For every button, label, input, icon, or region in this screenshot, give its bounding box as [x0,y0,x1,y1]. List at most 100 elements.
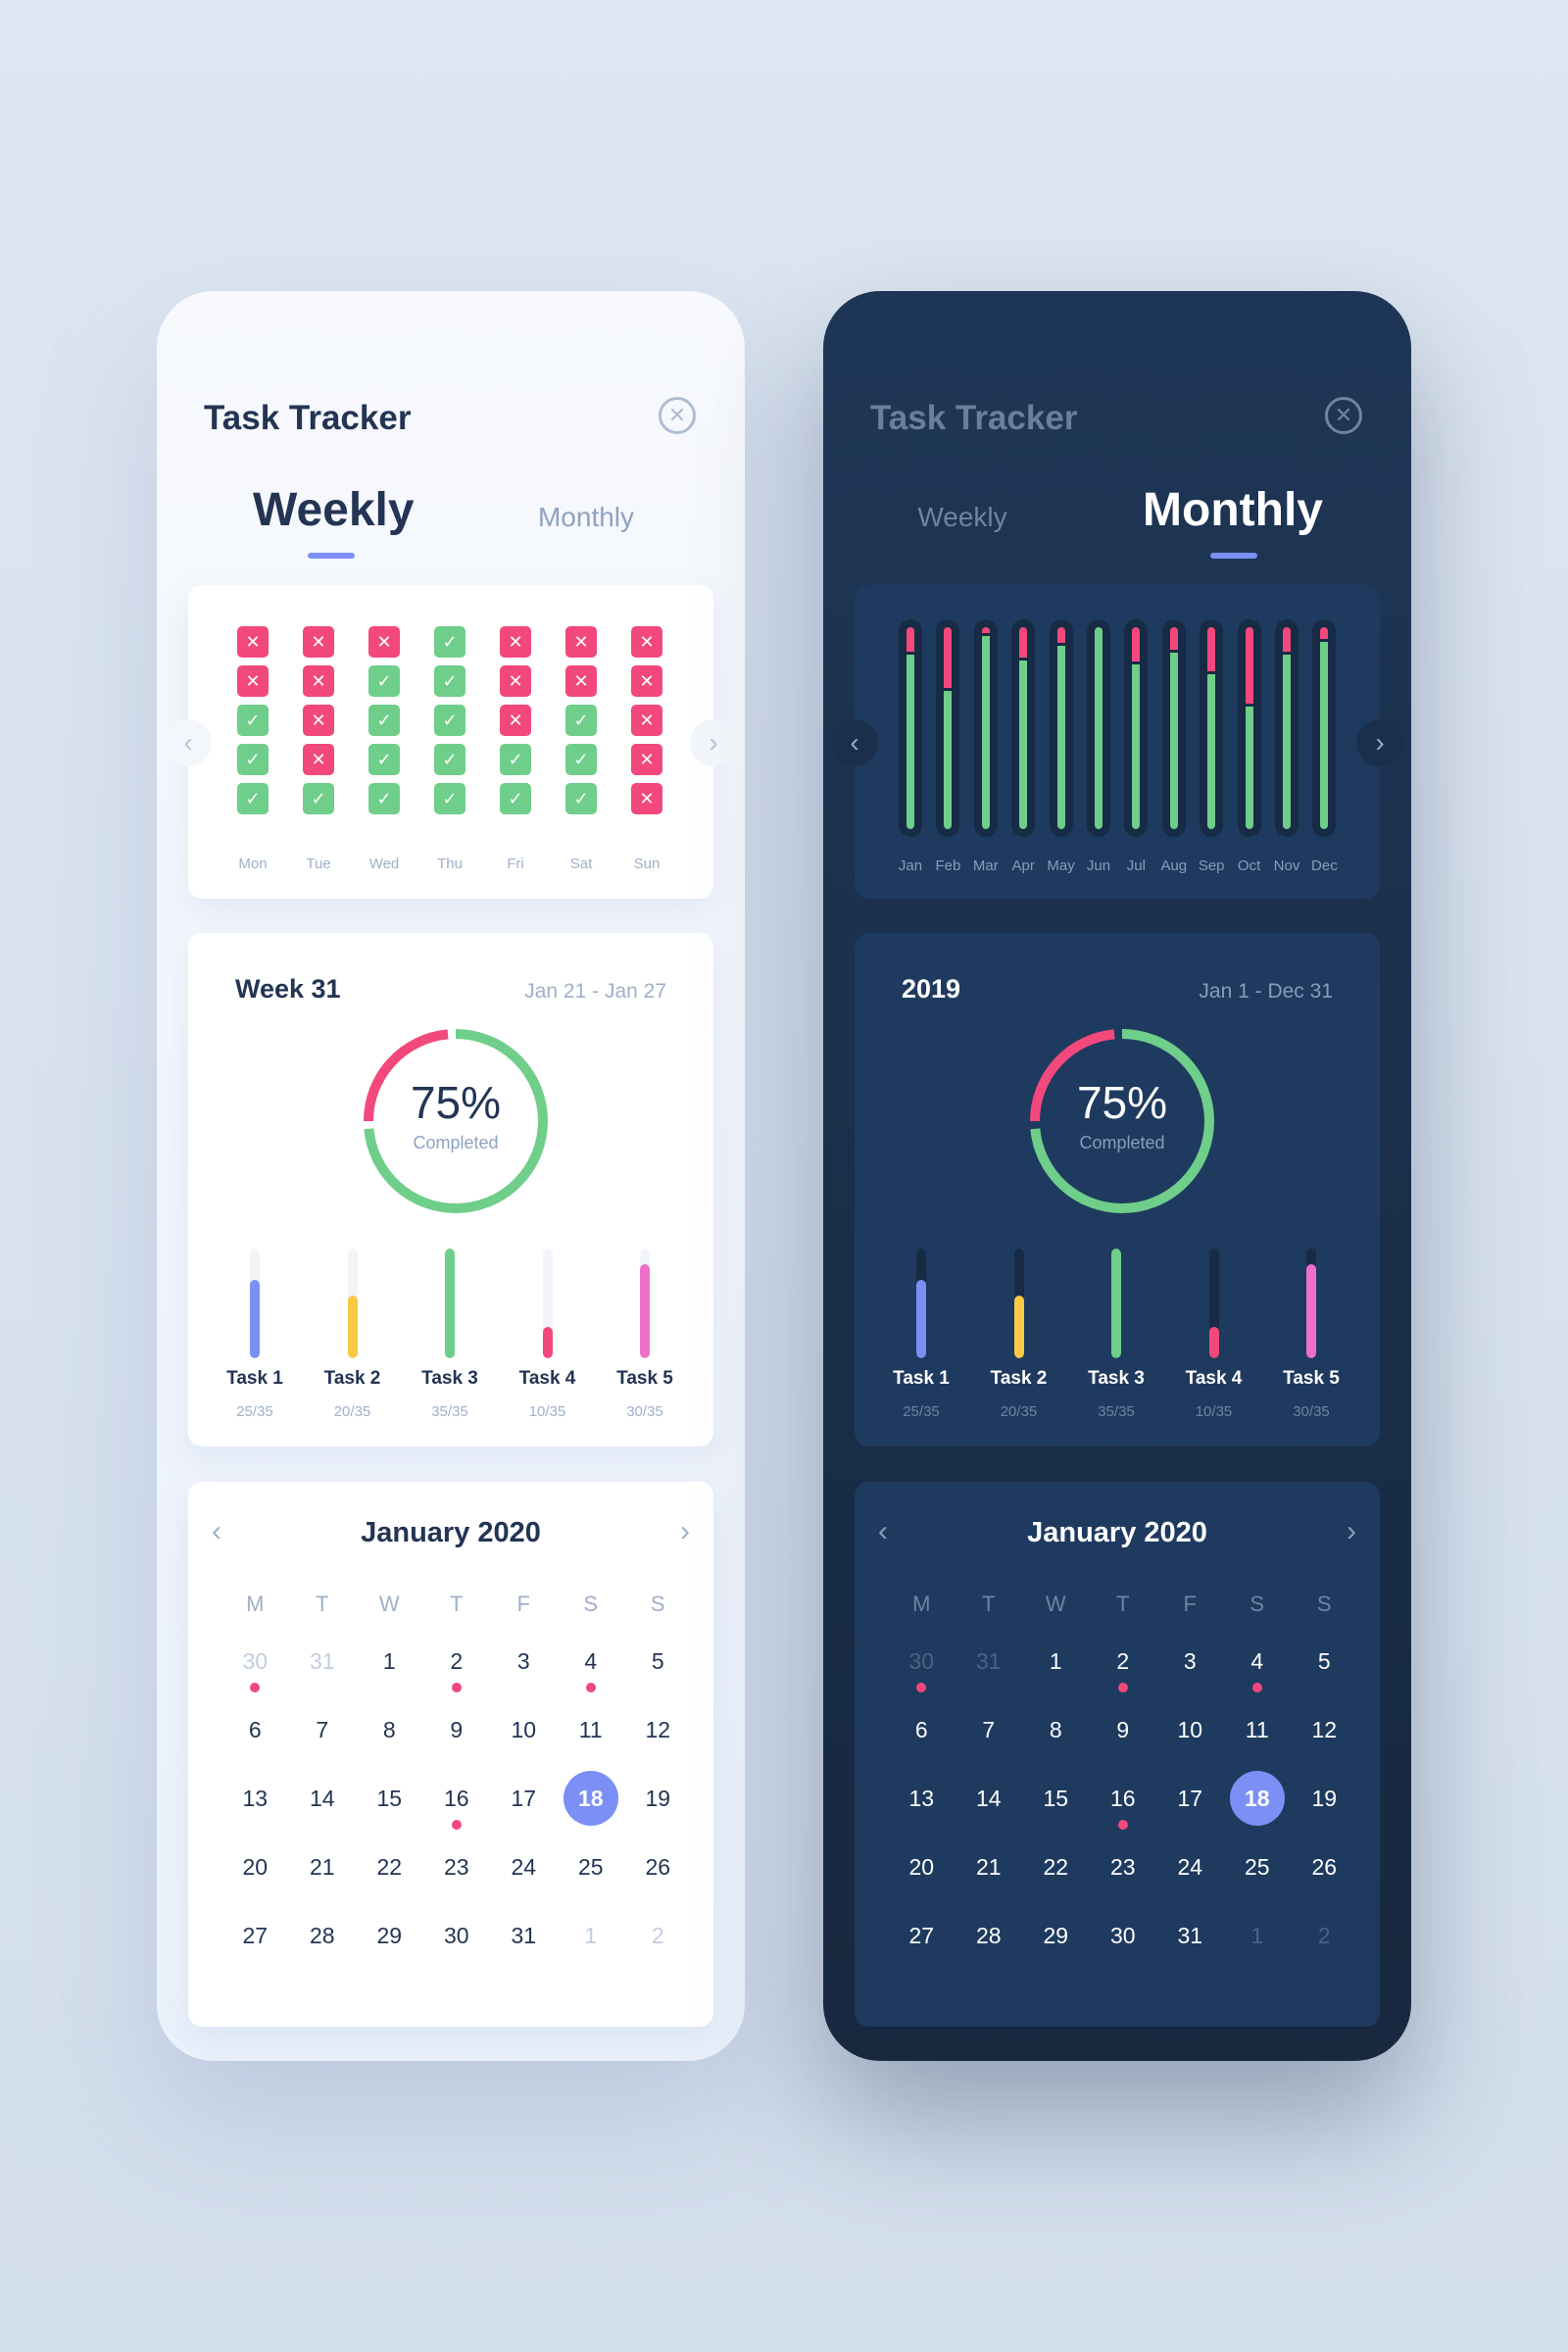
calendar-day-selected[interactable]: 18 [1224,1771,1292,1854]
calendar-day[interactable]: 17 [1156,1786,1224,1854]
calendar-day[interactable]: 5 [624,1648,692,1717]
weekday-label: S [1250,1592,1265,1616]
calendar-day[interactable]: 30 [1090,1923,1157,1991]
calendar-day[interactable]: 21 [956,1854,1023,1923]
close-circle-icon[interactable]: ✕ [659,397,696,434]
calendar-day[interactable]: 1 [558,1923,625,1991]
calendar-day[interactable]: 9 [1090,1717,1157,1786]
calendar-day[interactable]: 16 [423,1786,491,1854]
task-item[interactable]: Task 4 10/35 [499,1249,597,1420]
chevron-left-icon[interactable]: ‹ [165,719,212,766]
month-bar-aug [1161,619,1186,837]
task-item[interactable]: Task 5 30/35 [596,1249,694,1420]
calendar-day[interactable]: 6 [888,1717,956,1786]
calendar-day[interactable]: 12 [624,1717,692,1786]
calendar-prev-icon[interactable]: ‹ [212,1515,221,1547]
task-item[interactable]: Task 3 35/35 [1067,1249,1165,1420]
calendar-day[interactable]: 31 [289,1648,357,1717]
close-circle-icon[interactable]: ✕ [1325,397,1362,434]
calendar-day[interactable]: 7 [289,1717,357,1786]
calendar-day[interactable]: 8 [1022,1717,1090,1786]
calendar-day[interactable]: 12 [1291,1717,1358,1786]
calendar-day[interactable]: 17 [490,1786,558,1854]
calendar-day[interactable]: 21 [289,1854,357,1923]
task-item[interactable]: Task 2 20/35 [970,1249,1068,1420]
calendar-day[interactable]: 19 [624,1786,692,1854]
calendar-day[interactable]: 25 [1224,1854,1292,1923]
calendar-day[interactable]: 23 [1090,1854,1157,1923]
calendar-day[interactable]: 13 [221,1786,289,1854]
tab-monthly[interactable]: Monthly [537,502,635,532]
calendar-day[interactable]: 20 [888,1854,956,1923]
calendar-day[interactable]: 27 [221,1923,289,1991]
calendar-day[interactable]: 5 [1291,1648,1358,1717]
calendar-day[interactable]: 3 [1156,1648,1224,1717]
calendar-day[interactable]: 10 [490,1717,558,1786]
chevron-right-icon[interactable]: › [690,719,737,766]
calendar-day[interactable]: 30 [888,1648,956,1717]
task-item[interactable]: Task 2 20/35 [304,1249,402,1420]
calendar-next-icon[interactable]: › [1347,1515,1356,1547]
calendar-day[interactable]: 30 [423,1923,491,1991]
calendar-day[interactable]: 2 [423,1648,491,1717]
calendar-day-selected[interactable]: 18 [558,1771,625,1854]
calendar-day[interactable]: 4 [558,1648,625,1717]
task-progress-bar [1013,1249,1024,1358]
calendar-day[interactable]: 31 [956,1648,1023,1717]
calendar-day[interactable]: 11 [558,1717,625,1786]
calendar-day[interactable]: 22 [356,1854,423,1923]
calendar-day[interactable]: 9 [423,1717,491,1786]
task-item[interactable]: Task 3 35/35 [401,1249,499,1420]
calendar-next-icon[interactable]: › [680,1515,690,1547]
month-bar-dec [1312,619,1337,837]
calendar-day[interactable]: 16 [1090,1786,1157,1854]
calendar-day[interactable]: 6 [221,1717,289,1786]
calendar-day[interactable]: 2 [1090,1648,1157,1717]
calendar-day[interactable]: 29 [356,1923,423,1991]
calendar-day[interactable]: 19 [1291,1786,1358,1854]
calendar-day[interactable]: 2 [1291,1923,1358,1991]
calendar-day[interactable]: 1 [1022,1648,1090,1717]
calendar-day[interactable]: 15 [356,1786,423,1854]
calendar-day[interactable]: 8 [356,1717,423,1786]
calendar-day[interactable]: 24 [490,1854,558,1923]
calendar-day[interactable]: 1 [1224,1923,1292,1991]
calendar-day[interactable]: 14 [956,1786,1023,1854]
task-item[interactable]: Task 1 25/35 [872,1249,970,1420]
calendar-day[interactable]: 13 [888,1786,956,1854]
calendar-day[interactable]: 20 [221,1854,289,1923]
calendar-day[interactable]: 26 [624,1854,692,1923]
calendar-prev-icon[interactable]: ‹ [878,1515,888,1547]
tab-monthly[interactable]: Monthly [1143,484,1323,536]
task-item[interactable]: Task 5 30/35 [1262,1249,1360,1420]
calendar-day[interactable]: 3 [490,1648,558,1717]
calendar-day[interactable]: 4 [1224,1648,1292,1717]
chevron-left-icon[interactable]: ‹ [831,719,878,766]
chevron-right-icon[interactable]: › [1356,719,1403,766]
calendar-day[interactable]: 7 [956,1717,1023,1786]
task-item[interactable]: Task 1 25/35 [206,1249,304,1420]
calendar-day[interactable]: 27 [888,1923,956,1991]
tab-weekly[interactable]: Weekly [253,484,415,536]
tab-weekly[interactable]: Weekly [917,502,1007,532]
calendar-day[interactable]: 28 [956,1923,1023,1991]
calendar-day[interactable]: 26 [1291,1854,1358,1923]
calendar-day[interactable]: 15 [1022,1786,1090,1854]
calendar-day[interactable]: 25 [558,1854,625,1923]
calendar-week-row: 30 31 1 2 3 4 5 [888,1648,1358,1717]
calendar-day[interactable]: 11 [1224,1717,1292,1786]
calendar-day[interactable]: 31 [490,1923,558,1991]
calendar-day[interactable]: 14 [289,1786,357,1854]
calendar-day[interactable]: 23 [423,1854,491,1923]
calendar-day[interactable]: 2 [624,1923,692,1991]
missed-segment [1283,627,1291,652]
task-item[interactable]: Task 4 10/35 [1165,1249,1263,1420]
calendar-day[interactable]: 31 [1156,1923,1224,1991]
calendar-day[interactable]: 24 [1156,1854,1224,1923]
calendar-day[interactable]: 29 [1022,1923,1090,1991]
calendar-day[interactable]: 1 [356,1648,423,1717]
calendar-day[interactable]: 10 [1156,1717,1224,1786]
calendar-day[interactable]: 30 [221,1648,289,1717]
calendar-day[interactable]: 28 [289,1923,357,1991]
calendar-day[interactable]: 22 [1022,1854,1090,1923]
